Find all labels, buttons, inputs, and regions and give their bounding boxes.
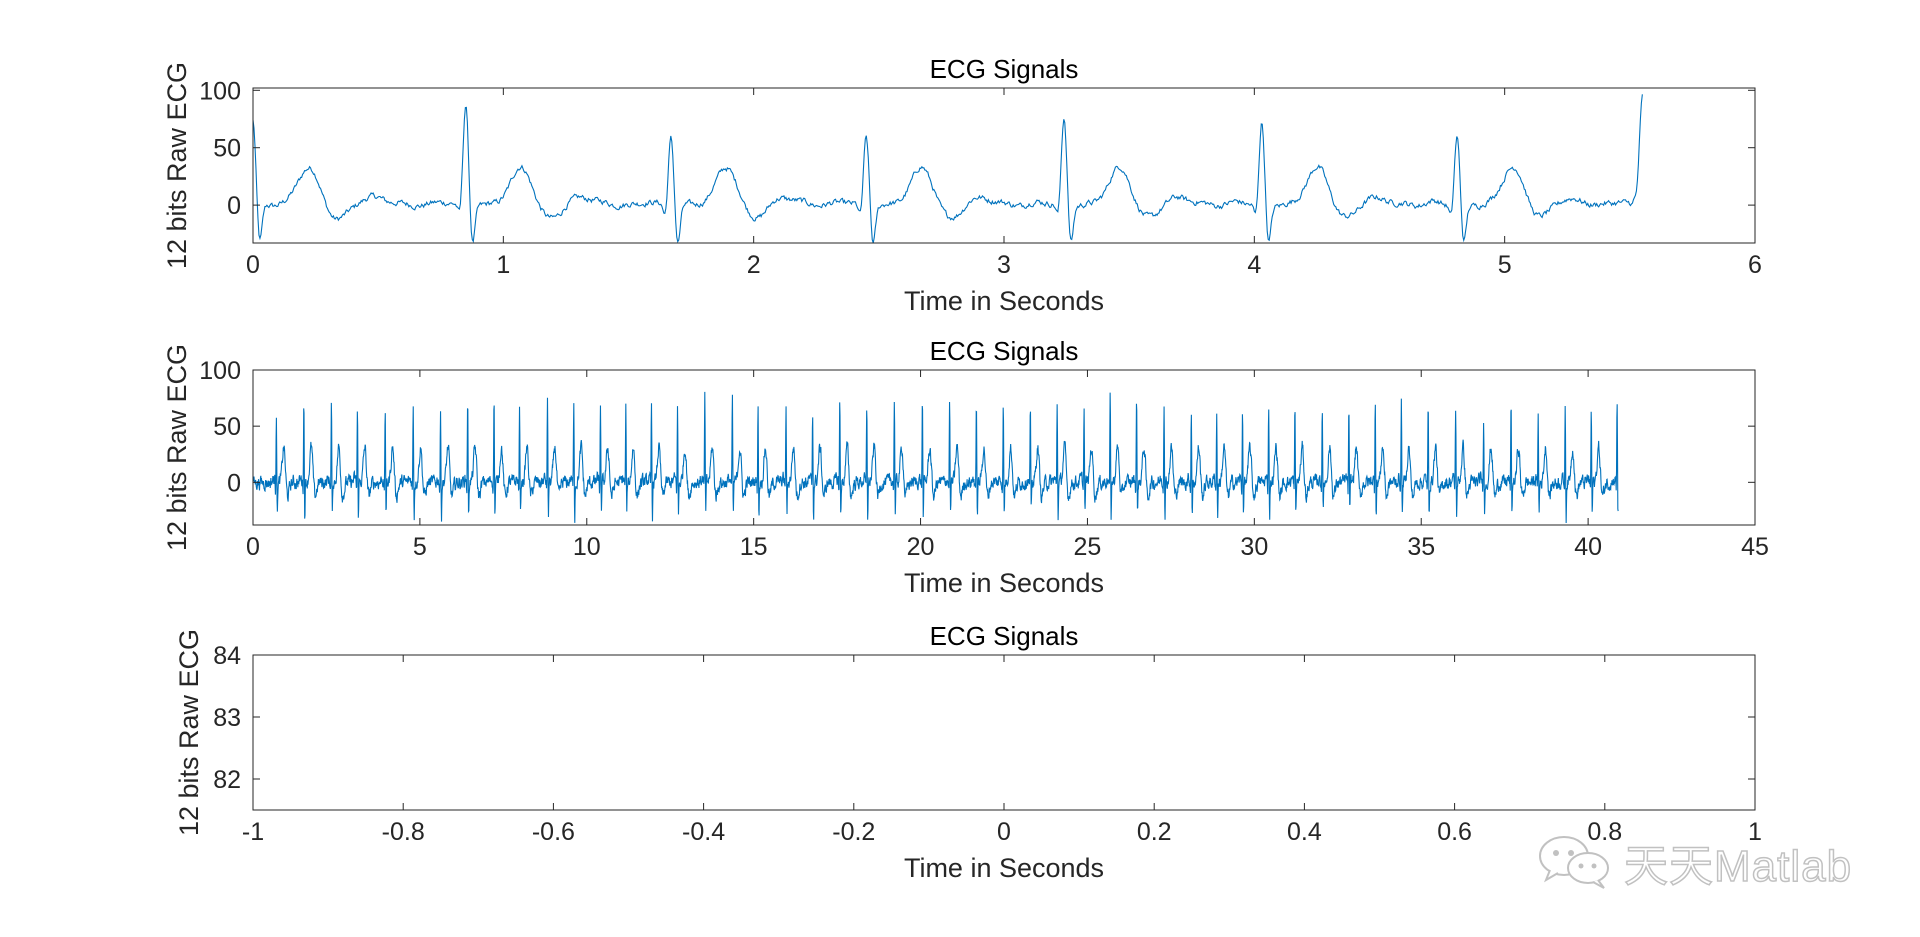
- y-tick-label: 83: [213, 704, 241, 732]
- x-tick-label: -0.8: [382, 818, 425, 846]
- x-tick-label: 40: [1574, 533, 1602, 561]
- x-tick-label: 6: [1748, 251, 1762, 279]
- x-axis-label: Time in Seconds: [904, 853, 1104, 883]
- x-tick-label: 0.8: [1587, 818, 1622, 846]
- x-tick-label: 30: [1240, 533, 1268, 561]
- y-axis-label: 12 bits Raw ECG: [162, 62, 192, 269]
- x-tick-label: 4: [1247, 251, 1261, 279]
- x-axis-label: Time in Seconds: [904, 568, 1104, 598]
- x-tick-label: 35: [1407, 533, 1435, 561]
- y-tick-label: 100: [199, 357, 241, 385]
- x-tick-label: 45: [1741, 533, 1769, 561]
- x-tick-label: 20: [907, 533, 935, 561]
- watermark: 天天Matlab: [1536, 832, 1852, 892]
- x-tick-label: -0.6: [532, 818, 575, 846]
- x-tick-label: 1: [1748, 818, 1762, 846]
- chart-title: ECG Signals: [930, 54, 1079, 84]
- ecg-series-line: [253, 94, 1643, 243]
- ecg-chart-1: 0 1 2 3 4 5 6 0 50 100 ECG Signals Time in Seconds 1…: [162, 54, 1762, 316]
- y-axis-label: 12 bits Raw ECG: [174, 629, 204, 836]
- y-tick-label: 50: [213, 413, 241, 441]
- x-tick-label: 0: [997, 818, 1011, 846]
- y-tick-label: 84: [213, 642, 241, 670]
- x-tick-label: -1: [242, 818, 264, 846]
- x-tick-label: -0.4: [682, 818, 725, 846]
- axes-box: [252, 369, 1756, 526]
- x-tick-label: 10: [573, 533, 601, 561]
- x-tick-label: 0: [246, 533, 260, 561]
- x-tick-label: 0: [246, 251, 260, 279]
- y-tick-label: 82: [213, 766, 241, 794]
- x-tick-label: 5: [1498, 251, 1512, 279]
- x-tick-label: 5: [413, 533, 427, 561]
- axes-box: [252, 654, 1756, 811]
- x-tick-label: 1: [496, 251, 510, 279]
- x-tick-label: 2: [747, 251, 761, 279]
- axes-box: [252, 87, 1756, 244]
- x-tick-label: 15: [740, 533, 768, 561]
- y-axis-label: 12 bits Raw ECG: [162, 344, 192, 551]
- x-tick-label: 0.4: [1287, 818, 1322, 846]
- y-tick-label: 0: [227, 192, 241, 220]
- x-axis-label: Time in Seconds: [904, 286, 1104, 316]
- y-tick-label: 0: [227, 469, 241, 497]
- y-tick-label: 50: [213, 135, 241, 163]
- chart-title: ECG Signals: [930, 621, 1079, 651]
- x-tick-label: 3: [997, 251, 1011, 279]
- chart-title: ECG Signals: [930, 336, 1079, 366]
- watermark-text: 天天Matlab: [1623, 841, 1853, 892]
- x-tick-label: 0.2: [1137, 818, 1172, 846]
- ecg-chart-3: -1 -0.8 -0.6 -0.4 -0.2 0 0.2 0.4 0.6 0.8 1 82 83 84 EC…: [174, 621, 1762, 883]
- x-tick-label: 0.6: [1437, 818, 1472, 846]
- x-tick-label: 25: [1074, 533, 1102, 561]
- wechat-icon: [1539, 836, 1609, 889]
- x-tick-label: -0.2: [832, 818, 875, 846]
- y-tick-label: 100: [199, 77, 241, 105]
- ecg-series-line: [253, 391, 1619, 524]
- ecg-chart-2: 0 5 10 15 20 25 30 35 40 45 0 50 100 ECG Signals Time …: [162, 336, 1769, 598]
